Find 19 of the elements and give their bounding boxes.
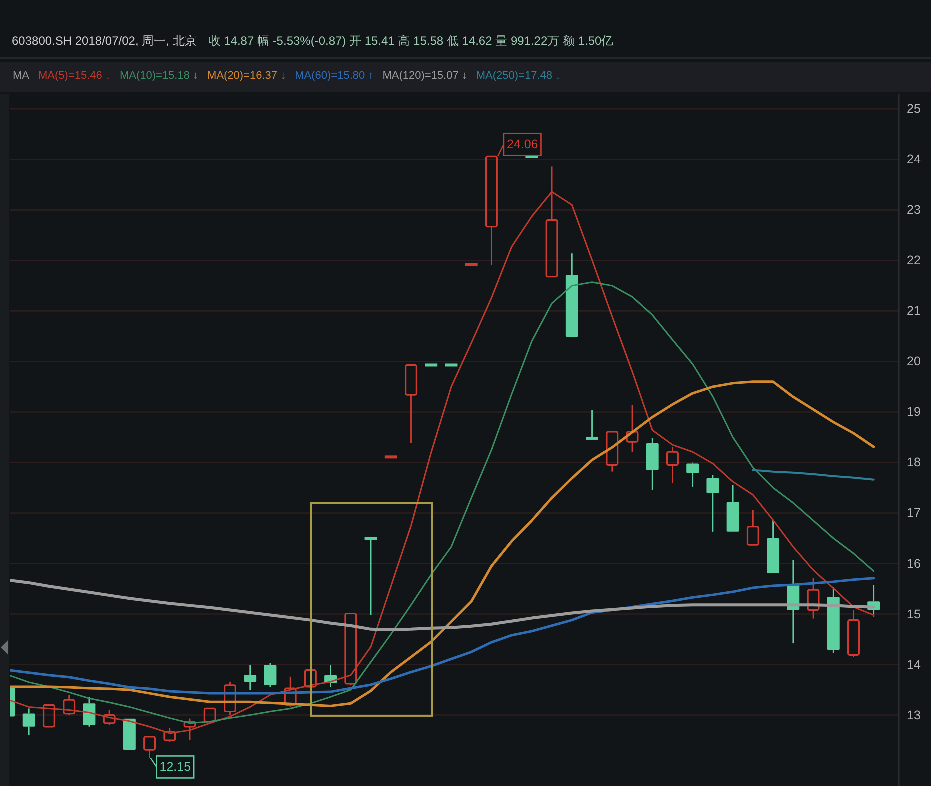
y-tick-label: 14 [907, 658, 921, 672]
label-high: 24.06 [497, 132, 542, 157]
annotation: 12.15 [160, 760, 192, 774]
y-tick-label: 15 [907, 607, 921, 622]
label-low: 12.15 [150, 756, 195, 779]
y-tick-label: 22 [907, 254, 921, 268]
y-tick-label: 20 [907, 354, 921, 369]
annotation: 24.06 [506, 138, 538, 152]
y-tick-label: 16 [907, 556, 921, 571]
y-tick-label: 24 [907, 152, 921, 167]
y-tick-label: 19 [907, 405, 921, 420]
legend: MA MA(5)=15.46 ↓ MA(10)=15.18 ↓ MA(20)=16.37 ↓ MA(60)=15.80 ↑ MA(120)=15.07 ↓ MA(250)=17.48 ↓ [13, 70, 562, 82]
y-tick-label: 25 [907, 102, 921, 116]
y-tick-label: 18 [907, 456, 921, 470]
y-tick-label: 23 [907, 203, 921, 218]
y-tick-label: 17 [907, 506, 921, 520]
y-tick-label: 21 [907, 304, 921, 318]
y-tick-label: 13 [907, 708, 921, 722]
header: 603800.SH 2018/07/02, 周一, 北京 收 14.87 幅 -5.53%(-0.87) 开 15.41 高 15.58 低 14.62 量 991.22万 额 1.50亿 [12, 34, 614, 48]
